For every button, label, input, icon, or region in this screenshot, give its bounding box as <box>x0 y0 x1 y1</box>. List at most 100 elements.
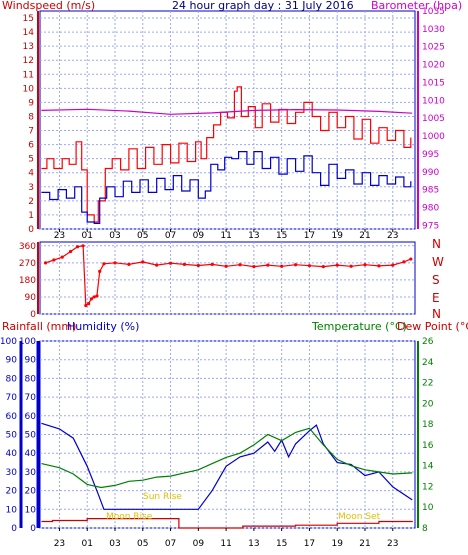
direction-point <box>155 263 159 267</box>
barometer-tick-label: 1010 <box>422 96 445 106</box>
direction-axes: 0 90 180 270 360 <box>19 242 39 320</box>
humidity-tick-label: 90 <box>25 356 37 366</box>
direction-point <box>89 297 93 301</box>
dewpoint-axis-title: Dew Point (°C) <box>397 320 468 333</box>
x-tick-label: 19 <box>331 231 343 241</box>
x-tick-label: 09 <box>193 539 205 549</box>
direction-point <box>81 244 85 248</box>
x-tick-label: 09 <box>193 231 205 241</box>
x-tick-label: 05 <box>137 539 148 549</box>
wind_avg-line <box>41 151 412 224</box>
rainfall-tick-label: 50 <box>6 431 18 441</box>
windspeed-tick-label: 13 <box>23 42 34 52</box>
x-tick-label: 11 <box>220 539 231 549</box>
x-tick-label: 07 <box>165 231 176 241</box>
direction-point <box>95 294 99 298</box>
temperature-tick-label: 20 <box>422 399 434 409</box>
windspeed-series <box>41 86 413 224</box>
direction-point <box>238 263 242 267</box>
x-tick-label: 03 <box>109 231 120 241</box>
x-tick-label: 03 <box>109 539 120 549</box>
x-tick-label: 23 <box>387 231 398 241</box>
compass-label: W <box>432 255 444 269</box>
rainfall-tick-label: 10 <box>6 505 18 515</box>
x-tick-label: 23 <box>54 539 65 549</box>
direction-point <box>335 263 339 267</box>
direction-point <box>75 245 80 249</box>
windspeed-tick-label: 2 <box>28 197 34 207</box>
humidity-tick-label: 40 <box>25 449 37 459</box>
x-tick-label: 19 <box>331 539 343 549</box>
rainfall-tick-label: 20 <box>6 487 18 497</box>
barometer-tick-label: 1030 <box>422 25 445 35</box>
windspeed-axes: 0123456789101112131415975980985990995100… <box>23 7 446 241</box>
rainfall-tick-label: 70 <box>6 393 18 403</box>
x-tick-label: 21 <box>359 231 370 241</box>
barometer-tick-label: 1015 <box>422 78 445 88</box>
direction-point <box>87 301 91 306</box>
temperature-tick-label: 26 <box>422 337 434 347</box>
chart-title: 24 hour graph day : 31 July 2016 <box>172 0 354 12</box>
direction-point <box>60 255 64 259</box>
direction-point <box>266 263 270 267</box>
windspeed-tick-label: 12 <box>23 56 34 66</box>
compass-label: N <box>432 307 441 321</box>
direction-point <box>98 269 102 273</box>
moon-rise-label: Moon Rise <box>106 512 153 522</box>
humidity-tick-label: 60 <box>25 412 37 422</box>
direction-trace <box>45 245 412 307</box>
rainfall-axis-title: Rainfall (mm) <box>2 320 76 333</box>
direction-point <box>391 263 395 267</box>
temperature-line <box>41 427 413 489</box>
direction-tick-label: 90 <box>25 293 37 303</box>
x-tick-label: 05 <box>137 231 148 241</box>
sun-rise-label: Sun Rise <box>143 492 182 502</box>
windspeed-tick-label: 5 <box>28 155 34 165</box>
barometer-tick-label: 995 <box>422 150 439 160</box>
rainfall-tick-label: 100 <box>0 337 17 347</box>
windspeed-tick-label: 7 <box>28 127 34 137</box>
barometer-line <box>41 108 413 115</box>
compass-labels: N W S E N <box>432 237 444 321</box>
temperature-axis-title: Temperature (°C) <box>311 320 407 333</box>
temperature-tick-label: 16 <box>422 441 434 451</box>
temperature-tick-label: 10 <box>422 503 434 513</box>
direction-point <box>280 264 284 268</box>
x-tick-label: 15 <box>276 231 287 241</box>
windspeed-tick-label: 14 <box>23 28 35 38</box>
humidity-axis-title: Humidity (%) <box>67 320 139 333</box>
direction-point <box>293 263 298 267</box>
direction-point <box>196 263 200 268</box>
direction-point <box>168 261 173 265</box>
rainfall-tick-label: 0 <box>11 524 17 534</box>
direction-point <box>92 295 96 299</box>
direction-point <box>252 265 256 269</box>
direction-point <box>349 264 353 268</box>
temperature-tick-label: 12 <box>422 482 433 492</box>
humidity-tick-label: 20 <box>25 487 37 497</box>
barometer-tick-label: 975 <box>422 221 439 231</box>
x-tick-label: 21 <box>359 539 370 549</box>
humidity-tick-label: 0 <box>30 524 36 534</box>
rainfall-tick-label: 80 <box>6 374 18 384</box>
direction-point <box>52 258 56 262</box>
temperature-tick-label: 22 <box>422 379 433 389</box>
rainfall-tick-label: 30 <box>6 468 18 478</box>
windspeed-tick-label: 15 <box>23 14 34 24</box>
x-tick-label: 23 <box>387 539 398 549</box>
temperature-tick-label: 8 <box>422 524 428 534</box>
direction-point <box>377 264 381 268</box>
humidity-tick-label: 100 <box>19 337 36 347</box>
barometer-tick-label: 1020 <box>422 61 445 71</box>
barometer-tick-label: 980 <box>422 204 439 214</box>
humidity-tick-label: 30 <box>25 468 37 478</box>
compass-label: E <box>432 291 440 305</box>
humidity-tick-label: 10 <box>25 505 37 515</box>
rainfall-tick-label: 40 <box>6 449 18 459</box>
x-tick-label: 17 <box>304 231 315 241</box>
x-tick-label: 01 <box>81 231 92 241</box>
direction-tick-label: 270 <box>19 259 36 269</box>
temperature-tick-label: 24 <box>422 358 434 368</box>
x-tick-label: 13 <box>248 539 259 549</box>
